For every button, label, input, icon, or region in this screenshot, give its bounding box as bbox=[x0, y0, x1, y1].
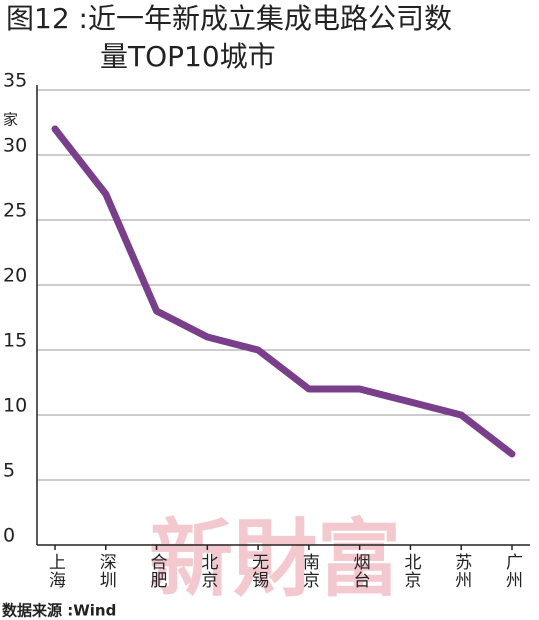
x-tick-label: 广州 bbox=[502, 553, 523, 589]
x-tick-label: 苏州 bbox=[451, 553, 472, 589]
watermark: 新財富 bbox=[149, 509, 401, 608]
y-tick-label: 30 bbox=[3, 135, 27, 157]
y-tick-label: 20 bbox=[3, 265, 27, 287]
y-tick-label: 25 bbox=[3, 200, 27, 222]
y-axis-unit: 家 bbox=[3, 111, 18, 129]
x-tick-label: 南京 bbox=[299, 553, 320, 589]
x-tick-label: 北京 bbox=[400, 553, 421, 589]
y-tick-label: 15 bbox=[3, 330, 27, 352]
chart-title: 量TOP10城市 bbox=[100, 40, 276, 73]
source-note: 数据来源 :Wind bbox=[2, 602, 116, 620]
data-line bbox=[51, 125, 516, 458]
y-tick-label: 35 bbox=[3, 70, 27, 92]
x-tick-label: 无锡 bbox=[248, 553, 269, 589]
x-tick-label: 深圳 bbox=[96, 553, 117, 589]
y-tick-label: 10 bbox=[3, 395, 27, 417]
x-tick-label: 北京 bbox=[197, 553, 218, 589]
x-tick-label: 上海 bbox=[45, 553, 66, 589]
y-tick-label: 0 bbox=[3, 525, 15, 547]
x-tick-label: 合肥 bbox=[147, 553, 168, 589]
chart-title: 图12 :近一年新成立集成电路公司数 bbox=[6, 2, 452, 35]
x-tick-label: 烟台 bbox=[350, 553, 371, 589]
y-tick-label: 5 bbox=[3, 460, 15, 482]
